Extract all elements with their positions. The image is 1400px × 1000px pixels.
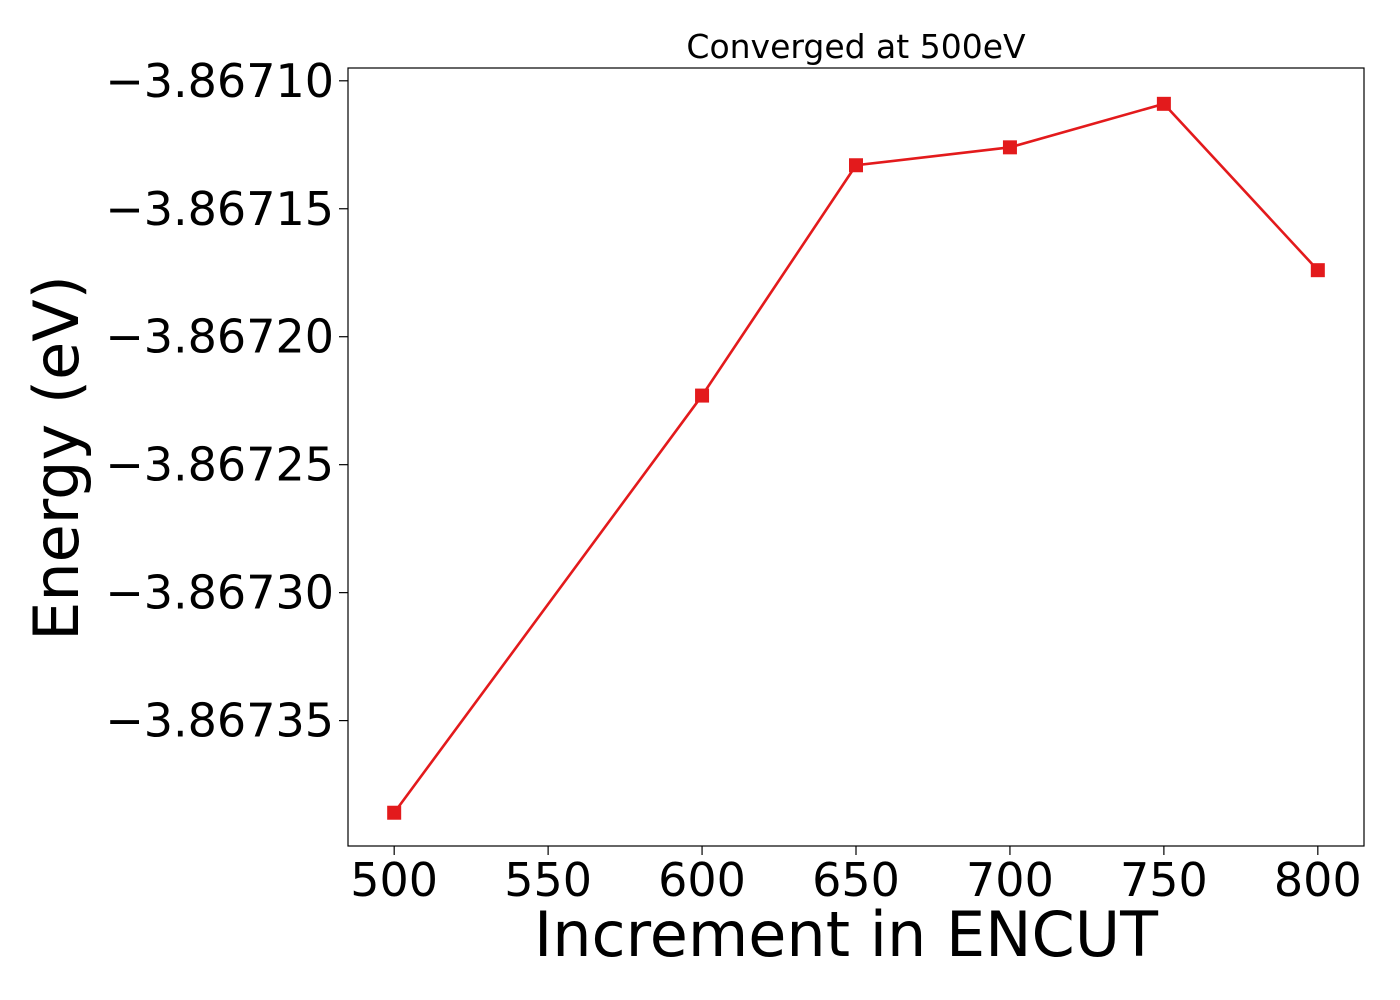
x-tick-label: 700 xyxy=(966,853,1054,907)
data-point-marker xyxy=(849,158,863,173)
plot-area xyxy=(347,67,1365,847)
x-tick-label: 650 xyxy=(812,853,900,907)
chart-title: Converged at 500eV xyxy=(686,27,1026,66)
x-tick-label: 800 xyxy=(1274,853,1362,907)
y-tick-label: −3.86720 xyxy=(105,310,334,364)
series-layer xyxy=(387,96,1325,820)
y-tick-label: −3.86715 xyxy=(105,182,334,236)
data-point-marker xyxy=(695,388,710,403)
y-tick-label: −3.86730 xyxy=(105,566,334,620)
y-axis-ticks: −3.86735 −3.86730 −3.86725 −3.86720 −3.86715… xyxy=(105,54,348,748)
x-axis-ticks: 500 550 600 650 700 750 800 xyxy=(350,846,1362,907)
y-tick-label: −3.86735 xyxy=(105,694,334,748)
data-point-marker xyxy=(1002,140,1017,155)
x-tick-label: 750 xyxy=(1120,853,1208,907)
y-tick-label: −3.86725 xyxy=(105,438,334,492)
y-tick-label: −3.86710 xyxy=(105,54,334,108)
x-tick-label: 550 xyxy=(504,853,592,907)
data-point-marker xyxy=(1310,263,1325,278)
x-axis-title: Increment in ENCUT xyxy=(534,898,1159,971)
x-tick-label: 600 xyxy=(658,853,746,907)
y-axis-title: Energy (eV) xyxy=(20,275,93,641)
data-point-marker xyxy=(1156,96,1171,111)
data-point-marker xyxy=(387,805,402,820)
series-line xyxy=(393,102,1319,814)
x-tick-label: 500 xyxy=(350,853,438,907)
